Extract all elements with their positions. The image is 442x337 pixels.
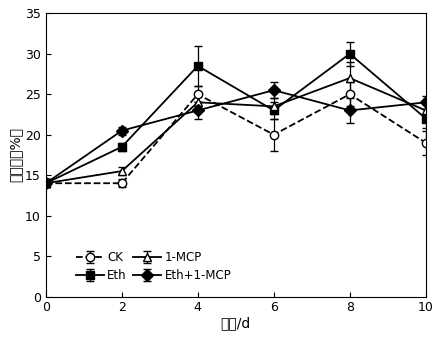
Y-axis label: 含水量（%）: 含水量（%）: [8, 127, 23, 182]
Legend: CK, Eth, 1-MCP, Eth+1-MCP: CK, Eth, 1-MCP, Eth+1-MCP: [71, 246, 236, 287]
X-axis label: 时间/d: 时间/d: [221, 316, 251, 330]
